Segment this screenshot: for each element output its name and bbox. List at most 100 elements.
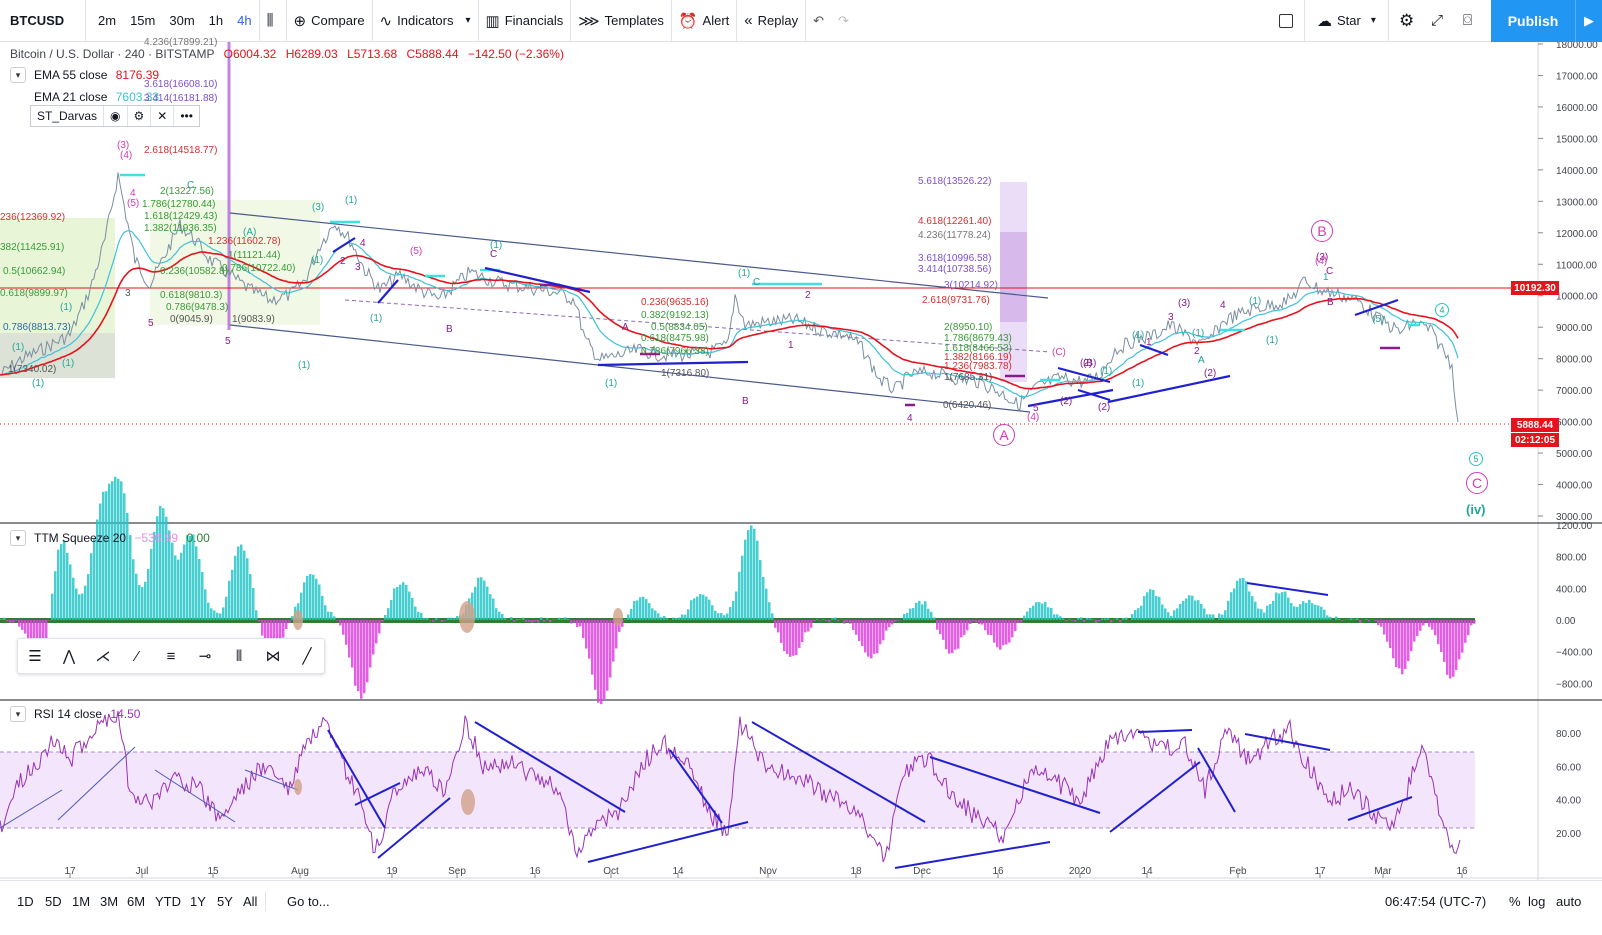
wave-marker[interactable]: (2) bbox=[1080, 358, 1093, 369]
wave-C-label[interactable]: C bbox=[1466, 472, 1488, 494]
wave-marker[interactable]: 5 bbox=[225, 336, 231, 347]
range-5d-button[interactable]: 5D bbox=[45, 893, 62, 909]
wave-marker[interactable]: 2 bbox=[1194, 346, 1200, 357]
price-series[interactable] bbox=[0, 172, 1459, 423]
close-icon[interactable]: ✕ bbox=[151, 106, 175, 126]
save-layout-button[interactable]: ☁ Star ▾ bbox=[1310, 0, 1383, 42]
range-5y-button[interactable]: 5Y bbox=[217, 893, 233, 909]
trendline[interactable] bbox=[332, 237, 356, 253]
trendline[interactable] bbox=[327, 729, 386, 829]
parallel-channel-tool-icon[interactable]: ≡ bbox=[166, 647, 176, 665]
goto-date-button[interactable]: Go to... bbox=[287, 893, 330, 909]
xabcd-pattern-tool-icon[interactable]: ⋈ bbox=[265, 648, 281, 665]
price-axis[interactable]: 18000.00 17000.00 16000.00 15000.00 14000.00… bbox=[1538, 42, 1598, 523]
wave-4-label[interactable]: 4 bbox=[1435, 303, 1449, 317]
wave-marker[interactable]: (1) bbox=[370, 313, 383, 324]
wave-marker[interactable]: C bbox=[753, 277, 761, 288]
wave-marker[interactable]: (3) bbox=[1178, 298, 1191, 309]
interval-30m[interactable]: 30m bbox=[169, 13, 195, 28]
rsi-legend[interactable]: RSI 14 close 14.50 bbox=[34, 707, 140, 721]
wave-marker[interactable]: (1) bbox=[32, 378, 45, 389]
rsi-axis[interactable]: 80.00 60.00 40.00 20.00 bbox=[1556, 729, 1581, 840]
wave-marker[interactable]: 2 bbox=[340, 256, 346, 267]
trendline[interactable] bbox=[894, 841, 1051, 869]
auto-scale-toggle[interactable]: auto bbox=[1556, 893, 1582, 909]
wave-marker[interactable]: B bbox=[742, 396, 749, 407]
trend-line-tool-icon[interactable]: ⁄ bbox=[135, 647, 139, 665]
play-button[interactable]: ▶ bbox=[1575, 0, 1602, 42]
symbol-search-button[interactable]: BTCUSD bbox=[0, 0, 86, 42]
wave-marker[interactable]: (3) bbox=[117, 140, 130, 151]
trendline[interactable] bbox=[929, 756, 1101, 814]
trendline[interactable] bbox=[484, 266, 591, 294]
alert-button[interactable]: ⏰ Alert bbox=[672, 0, 736, 42]
wave-marker[interactable]: (1) bbox=[1132, 378, 1145, 389]
fullscreen-layout-button[interactable] bbox=[1272, 0, 1300, 42]
wave-marker[interactable]: (2) bbox=[1098, 402, 1111, 413]
wave-marker[interactable]: 5 bbox=[1033, 403, 1039, 414]
trendline[interactable] bbox=[1354, 298, 1399, 317]
wave-marker[interactable]: A bbox=[1198, 355, 1205, 366]
wave-marker[interactable]: 2 bbox=[805, 290, 811, 301]
wave-marker[interactable]: (4) bbox=[120, 150, 133, 161]
legend-collapse-button[interactable]: ▾ bbox=[10, 67, 26, 83]
wave-marker[interactable]: C bbox=[1326, 266, 1334, 277]
ttm-collapse-button[interactable]: ▾ bbox=[10, 530, 26, 546]
wave-marker[interactable]: B bbox=[446, 324, 453, 335]
wave-marker[interactable]: A bbox=[622, 322, 629, 333]
wave-marker[interactable]: (C) bbox=[1052, 347, 1066, 358]
chart-canvas[interactable]: 18000.0017000.0016000.0015000.0014000.00… bbox=[0, 42, 1602, 880]
wave-marker[interactable]: (4) bbox=[1315, 256, 1328, 267]
dashed-trendline[interactable] bbox=[344, 299, 1051, 353]
interval-1h[interactable]: 1h bbox=[208, 13, 224, 28]
ttm-histogram[interactable] bbox=[0, 476, 1476, 705]
wave-marker[interactable]: (1) bbox=[60, 302, 73, 313]
wave-B-label[interactable]: B bbox=[1311, 220, 1333, 242]
wave-marker[interactable]: C bbox=[490, 249, 498, 260]
interval-15m[interactable]: 15m bbox=[130, 13, 156, 28]
wave-marker[interactable]: 4 bbox=[360, 238, 366, 249]
ema21-series[interactable] bbox=[0, 230, 1459, 398]
range-1m-button[interactable]: 1M bbox=[72, 893, 91, 909]
log-scale-toggle[interactable]: log bbox=[1528, 893, 1546, 909]
wave-marker[interactable]: (B) bbox=[1083, 358, 1097, 369]
wave-marker[interactable]: (1) bbox=[311, 255, 324, 266]
wave-marker[interactable]: (3) bbox=[312, 202, 325, 213]
trendline[interactable] bbox=[1109, 761, 1201, 833]
wave-marker[interactable]: (1) bbox=[490, 240, 503, 251]
wave-marker[interactable]: 1 bbox=[1146, 337, 1152, 348]
wave-marker[interactable]: (3) bbox=[1316, 252, 1329, 263]
trendline[interactable] bbox=[377, 797, 451, 859]
wave-marker[interactable]: (1) bbox=[345, 195, 358, 206]
trendline[interactable] bbox=[1137, 729, 1193, 733]
ttm-trendline[interactable] bbox=[1246, 582, 1329, 596]
wave-marker[interactable]: 4 bbox=[130, 188, 136, 199]
wave-iv-label[interactable]: (iv) bbox=[1466, 502, 1486, 517]
time-axis[interactable]: 17 Jul 15 Aug 19 Sep 16 Oct 14 Nov 18 Dec 16 2020 14 Fe… bbox=[64, 866, 1468, 878]
wave-marker[interactable]: 3 bbox=[1168, 312, 1174, 323]
trendline[interactable] bbox=[0, 789, 63, 829]
trendline[interactable] bbox=[377, 279, 399, 304]
financials-button[interactable]: ▥ Financials bbox=[479, 0, 571, 42]
wave-marker[interactable]: (2) bbox=[1060, 396, 1073, 407]
ema21-legend[interactable]: EMA 21 close 7603.33 bbox=[34, 90, 159, 104]
wave-marker[interactable]: (1) bbox=[1249, 296, 1262, 307]
wave-marker[interactable]: 3 bbox=[125, 288, 131, 299]
trendline[interactable] bbox=[669, 749, 723, 824]
range-ytd-button[interactable]: YTD bbox=[155, 893, 181, 909]
percent-scale-toggle[interactable]: % bbox=[1509, 893, 1521, 909]
wave-5-label[interactable]: 5 bbox=[1469, 452, 1483, 466]
wave-marker[interactable]: (5) bbox=[1372, 314, 1385, 325]
replay-button[interactable]: « Replay bbox=[737, 0, 805, 42]
interval-2m[interactable]: 2m bbox=[98, 13, 117, 28]
ray-tool-icon[interactable]: ╱ bbox=[302, 648, 312, 665]
trendline[interactable] bbox=[587, 821, 749, 863]
fullscreen-button[interactable]: ⤢ bbox=[1424, 0, 1450, 42]
range-6m-button[interactable]: 6M bbox=[127, 893, 146, 909]
interval-4h[interactable]: 4h bbox=[237, 13, 252, 28]
darvas-legend[interactable]: ST_Darvas ◉ ⚙ ✕ ••• bbox=[30, 105, 200, 127]
ttm-legend[interactable]: TTM Squeeze 20 −536.99 0.00 bbox=[34, 531, 210, 545]
wave-marker[interactable]: (2) bbox=[1204, 368, 1217, 379]
lines-tool-icon[interactable]: ☰ bbox=[28, 648, 42, 665]
trendline[interactable] bbox=[1244, 733, 1331, 751]
